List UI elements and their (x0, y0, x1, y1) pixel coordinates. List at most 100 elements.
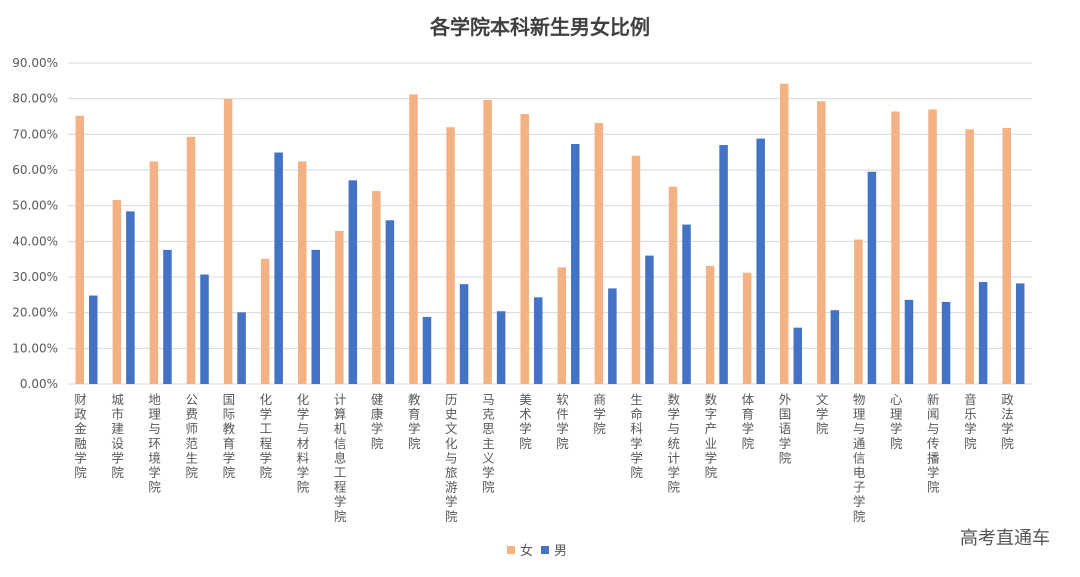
x-category-label: 新闻与传播学院 (927, 392, 940, 495)
bar-female (186, 136, 196, 384)
bar-male (682, 224, 691, 384)
x-category-label: 心理学院 (890, 392, 903, 451)
bar-male (830, 310, 840, 384)
legend-label: 男 (554, 544, 567, 559)
x-category-label: 外国语学院 (779, 392, 792, 465)
bar-male (496, 311, 506, 384)
x-category-label: 马克思主义学院 (482, 392, 495, 495)
x-category-label: 财政金融学院 (74, 392, 87, 480)
bar-male (571, 143, 580, 384)
y-axis-ticks: 0.00% 10.00% 20.00% 30.00% 40.00% 50.00% 60.00… (12, 56, 58, 391)
chart-title: 各学院本科新生男女比例 (429, 15, 650, 39)
y-tick-label: 20.00% (12, 306, 58, 320)
bar-male (348, 180, 358, 384)
bar-male (904, 299, 914, 384)
legend: 女男 (507, 543, 567, 559)
bar-female (409, 94, 418, 385)
bar-male (274, 152, 283, 384)
bar-male (645, 255, 654, 384)
x-category-label: 化学与材料学院 (297, 392, 310, 495)
bar-male (311, 249, 320, 384)
x-category-label: 物理与通信电子学院 (853, 392, 866, 524)
y-tick-label: 40.00% (12, 234, 58, 248)
bar-female (335, 230, 344, 384)
bar-male (385, 220, 395, 384)
x-category-label: 化学工程学院 (260, 392, 273, 480)
bar-male (793, 327, 802, 384)
bar-male (978, 281, 988, 384)
bar-female (742, 272, 752, 384)
bar-female (75, 115, 85, 384)
bar-female (928, 109, 937, 384)
x-category-label: 历史文化与旅游学院 (445, 392, 458, 524)
bar-female (149, 161, 159, 384)
x-axis-labels: 财政金融学院 城市建设学院 地理与环境学院 公费师范生院 国际教育学院 化学工程学院 化学与… (74, 392, 1014, 524)
bar-female (483, 100, 492, 385)
bar-female (817, 101, 826, 384)
y-tick-label: 10.00% (12, 341, 58, 355)
bar-female (965, 129, 974, 384)
x-category-label: 健康学院 (371, 392, 384, 451)
x-category-label: 音乐学院 (964, 392, 977, 451)
legend-swatch (507, 546, 515, 554)
legend-label: 女 (520, 543, 533, 559)
x-category-label: 国际教育学院 (223, 392, 236, 480)
bar-male (126, 211, 135, 384)
y-tick-label: 70.00% (12, 127, 58, 141)
bar-female (631, 155, 641, 384)
bar-female (891, 111, 900, 385)
x-category-label: 体育学院 (742, 392, 755, 451)
bar-male (608, 288, 617, 384)
bar-male (1015, 283, 1025, 384)
x-category-label: 数字产业学院 (705, 392, 718, 480)
x-category-label: 美术学院 (519, 392, 532, 451)
x-category-label: 教育学院 (408, 392, 421, 451)
y-tick-label: 50.00% (12, 199, 58, 213)
bar-female (520, 114, 529, 385)
bar-female (557, 267, 567, 384)
bar-female (594, 122, 604, 385)
gridlines (68, 62, 1032, 385)
bar-male (756, 138, 765, 384)
bar-male (422, 316, 432, 384)
x-category-label: 生命科学学院 (630, 392, 643, 480)
bars (75, 83, 1025, 385)
x-category-label: 城市建设学院 (111, 392, 124, 480)
bar-male (941, 301, 951, 384)
bar-female (780, 83, 789, 384)
x-category-label: 文学院 (816, 392, 829, 436)
x-category-label: 地理与环境学院 (148, 392, 161, 495)
x-category-label: 公费师范生院 (186, 392, 199, 480)
y-tick-label: 90.00% (12, 56, 58, 70)
bar-female (298, 161, 307, 384)
bar-male (237, 312, 246, 384)
y-tick-label: 0.00% (20, 377, 58, 391)
bar-male (459, 284, 469, 384)
bar-female (446, 127, 455, 384)
legend-swatch (541, 546, 549, 554)
x-category-label: 计算机信息工程学院 (334, 392, 347, 524)
bar-female (705, 265, 715, 384)
watermark-text: 高考直通车 (960, 528, 1050, 549)
bar-male (533, 297, 543, 384)
bar-male (163, 249, 172, 384)
bar-female (260, 258, 270, 384)
bar-female (1002, 127, 1011, 384)
bar-female (854, 239, 863, 384)
bar-female (112, 199, 122, 384)
bar-female (223, 99, 233, 385)
x-category-label: 软件学院 (556, 392, 569, 451)
x-category-label: 政法学院 (1001, 392, 1014, 451)
bar-male (89, 295, 98, 384)
y-tick-label: 30.00% (12, 270, 58, 284)
x-category-label: 数学与统计学院 (668, 392, 681, 495)
x-category-label: 商学院 (593, 392, 606, 436)
bar-male (719, 145, 728, 384)
bar-male (867, 171, 877, 384)
bar-male (200, 274, 209, 384)
y-tick-label: 80.00% (12, 92, 58, 106)
bar-female (668, 186, 678, 384)
y-tick-label: 60.00% (12, 163, 58, 177)
